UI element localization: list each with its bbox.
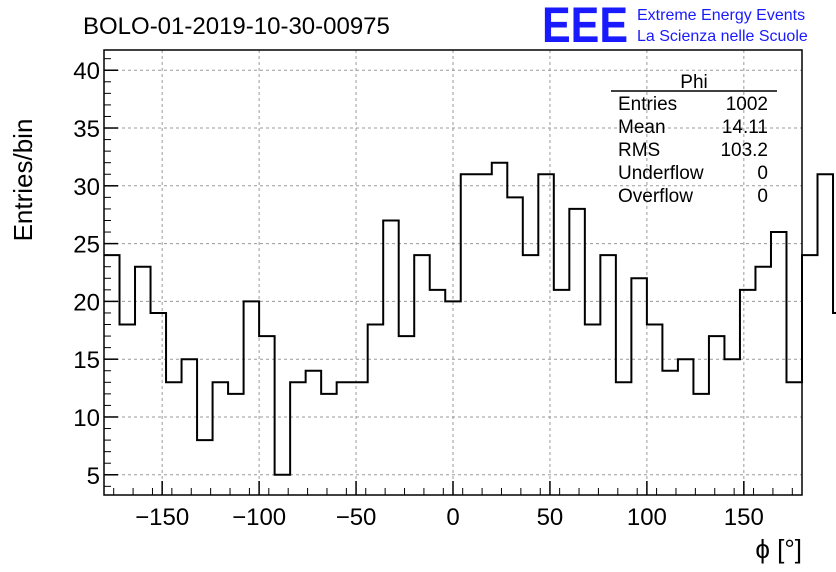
stats-box: Phi Entries 1002 Mean 14.11 RMS 103.2 Underflo… bbox=[611, 72, 777, 207]
chart-title: BOLO-01-2019-10-30-00975 bbox=[83, 13, 390, 40]
x-tick-label: −150 bbox=[135, 504, 189, 531]
y-tick-label: 20 bbox=[73, 289, 100, 316]
stats-value: 0 bbox=[757, 163, 768, 184]
logo-line-2: La Scienza nelle Scuole bbox=[637, 28, 808, 45]
stats-value: 0 bbox=[757, 186, 768, 207]
x-tick-label: −100 bbox=[232, 504, 286, 531]
stats-label: RMS bbox=[618, 140, 660, 161]
x-tick-label: 0 bbox=[446, 504, 459, 531]
grid-lines bbox=[104, 50, 802, 495]
stats-title: Phi bbox=[680, 72, 707, 93]
axis-ticks bbox=[104, 58, 793, 495]
eee-logo: EEE Extreme Energy Events La Scienza nel… bbox=[542, 0, 808, 53]
y-tick-labels: 5 10 15 20 25 30 35 40 bbox=[73, 58, 100, 490]
x-tick-label: 150 bbox=[724, 504, 764, 531]
stats-label: Overflow bbox=[618, 186, 693, 207]
stats-label: Underflow bbox=[618, 163, 704, 184]
stats-label: Entries bbox=[618, 94, 677, 115]
logo-mark: EEE bbox=[542, 0, 628, 53]
x-tick-labels: −150 −100 −50 0 50 100 150 bbox=[135, 504, 764, 531]
stats-rows: Entries 1002 Mean 14.11 RMS 103.2 Underflow 0 Ov… bbox=[618, 94, 768, 207]
y-tick-label: 10 bbox=[73, 405, 100, 432]
stats-label: Mean bbox=[618, 117, 666, 138]
histogram-line bbox=[104, 161, 836, 476]
y-tick-label: 5 bbox=[87, 463, 100, 490]
y-tick-label: 25 bbox=[73, 232, 100, 259]
y-tick-label: 15 bbox=[73, 347, 100, 374]
x-axis-label: ϕ [°] bbox=[755, 534, 802, 564]
y-tick-label: 35 bbox=[73, 116, 100, 143]
logo-line-1: Extreme Energy Events bbox=[637, 7, 805, 24]
x-tick-label: 50 bbox=[537, 504, 564, 531]
y-axis-label: Entries/bin bbox=[8, 119, 38, 242]
x-tick-label: −50 bbox=[336, 504, 377, 531]
stats-value: 1002 bbox=[726, 94, 768, 115]
y-tick-label: 30 bbox=[73, 174, 100, 201]
y-tick-label: 40 bbox=[73, 58, 100, 85]
stats-value: 103.2 bbox=[720, 140, 768, 161]
stats-value: 14.11 bbox=[722, 117, 768, 138]
x-tick-label: 100 bbox=[627, 504, 667, 531]
